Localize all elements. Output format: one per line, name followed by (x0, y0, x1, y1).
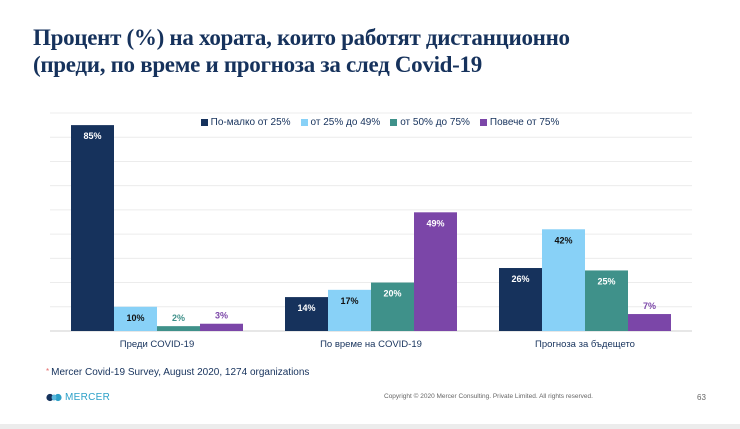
bars (71, 125, 671, 331)
legend-swatch (390, 119, 398, 126)
legend-item-1: По-малко от 25% (200, 117, 291, 128)
legend-swatch (200, 119, 208, 126)
legend-label: По-малко от 25% (210, 117, 291, 128)
data-label: 14% (297, 303, 315, 313)
legend-label: от 25% до 49% (310, 117, 381, 128)
bar-2-1 (114, 306, 157, 331)
data-label: 25% (597, 276, 615, 286)
footnote-marker: * (46, 367, 50, 376)
category-label: Прогноза за бъдещето (535, 339, 635, 350)
data-label: 3% (215, 311, 228, 321)
chart-legend: По-малко от 25% от 25% до 49% от 50% до 75… (0, 117, 740, 128)
title-line-1: Процент (%) на хората, които работят дис… (33, 25, 570, 50)
data-label: 85% (83, 131, 101, 141)
legend-item-3: от 50% до 75% (390, 117, 470, 128)
bar-4-3 (628, 314, 671, 331)
data-label: 49% (426, 218, 444, 228)
bottom-bar (0, 424, 740, 429)
logo-text: MERCER (65, 392, 111, 403)
bar-1-2 (285, 297, 328, 331)
legend-item-2: от 25% до 49% (300, 117, 381, 128)
footnote: * Mercer Covid-19 Survey, August 2020, 12… (46, 367, 309, 378)
mercer-wave-icon (46, 393, 62, 402)
data-label: 20% (383, 289, 401, 299)
data-label: 2% (172, 313, 185, 323)
legend-label: Повече от 75% (489, 117, 560, 128)
copyright: Copyright © 2020 Mercer Consulting. Priv… (384, 393, 593, 400)
bar-4-1 (200, 323, 243, 331)
bar-1-1 (71, 125, 114, 331)
bar-3-3 (585, 270, 628, 331)
bar-2-2 (328, 289, 371, 331)
title-line-2: (преди, по време и прогноза за след Covi… (33, 52, 482, 77)
category-label: Преди COVID-19 (120, 339, 195, 350)
data-labels: 85% 10% 2% 3% 14% 17% 20% 49% 26% 42% 25% 7% (83, 131, 656, 323)
bar-3-2 (371, 282, 414, 331)
data-label: 10% (126, 313, 144, 323)
legend-swatch (300, 119, 308, 126)
bar-2-3 (542, 229, 585, 331)
bar-4-2 (414, 212, 457, 331)
data-label: 42% (554, 235, 572, 245)
bar-1-3 (499, 268, 542, 331)
legend-swatch (479, 119, 487, 126)
mercer-logo: MERCER (46, 392, 110, 403)
footnote-text: Mercer Covid-19 Survey, August 2020, 127… (51, 367, 310, 378)
data-label: 17% (340, 296, 358, 306)
data-label: 26% (511, 274, 529, 284)
slide-title: Процент (%) на хората, които работят дис… (33, 24, 713, 78)
legend-label: от 50% до 75% (400, 117, 470, 128)
category-label: По време на COVID-19 (320, 339, 422, 350)
bar-3-1 (157, 326, 200, 331)
legend-item-4: Повече от 75% (479, 117, 560, 128)
data-label: 7% (643, 301, 656, 311)
page-number: 63 (697, 393, 706, 402)
category-labels: Преди COVID-19 По време на COVID-19 Прогно… (120, 339, 635, 350)
